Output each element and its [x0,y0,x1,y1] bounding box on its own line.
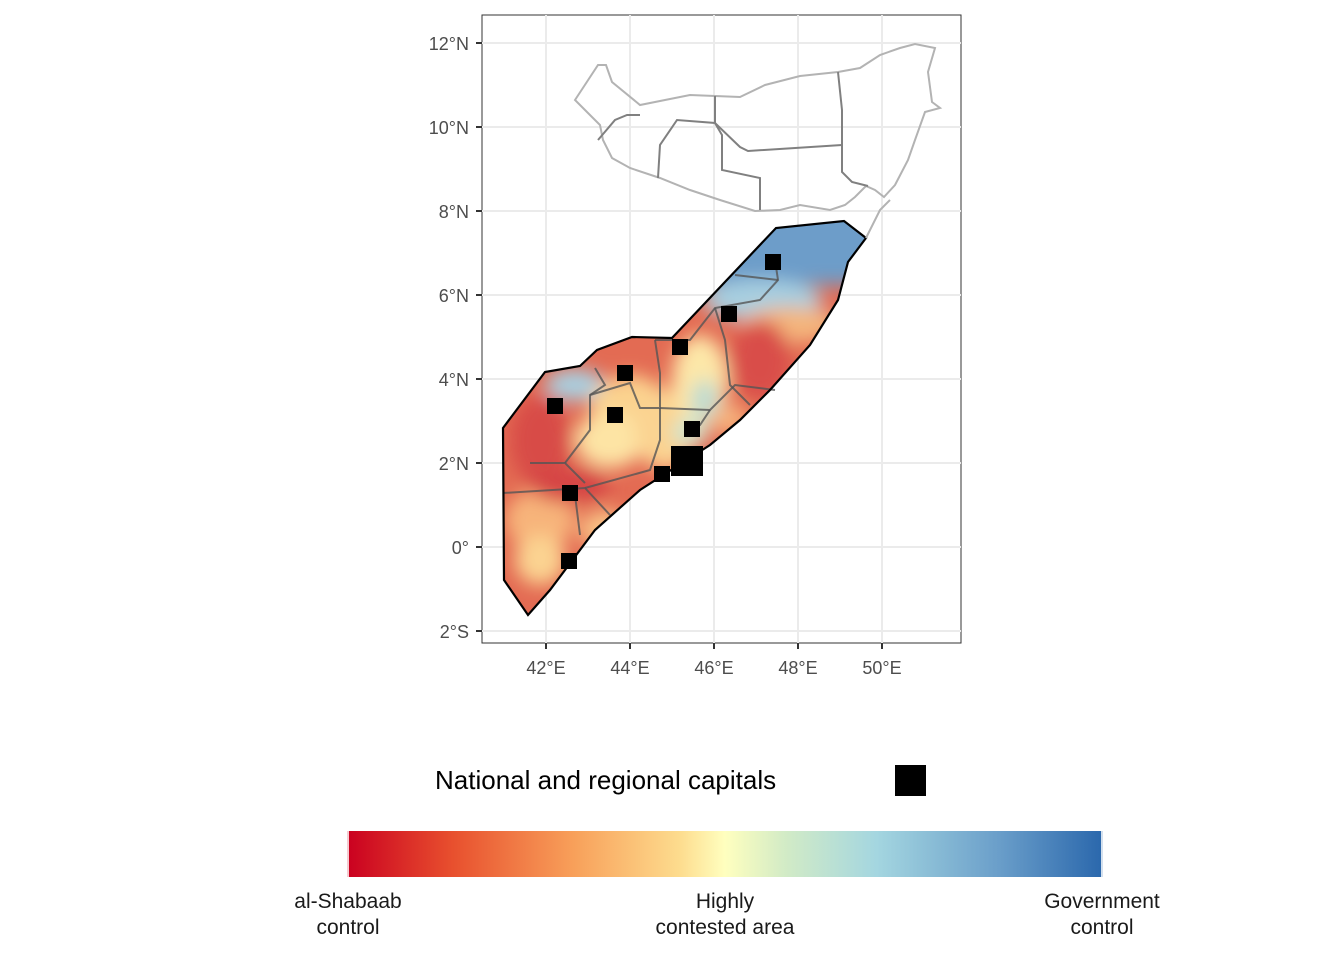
x-tick-label: 48°E [778,658,817,678]
capital-marker-large [671,446,703,476]
capital-marker [547,398,563,414]
x-tick-label: 44°E [610,658,649,678]
capital-marker [684,421,700,437]
colorbar-tick [347,831,349,877]
capital-marker [654,466,670,482]
capital-markers [547,254,781,569]
northern-regions-outline [573,42,943,213]
colorbar-label-low: al-Shabaab control [294,890,402,939]
colorbar-label-high: Government control [1044,890,1160,939]
x-tick-label: 46°E [694,658,733,678]
y-tick-label: 2°S [440,622,469,642]
legend-capitals-title: National and regional capitals [435,765,777,795]
y-axis-labels: 12°N 10°N 8°N 6°N 4°N 2°N 0° 2°S [429,34,469,642]
capital-marker [607,407,623,423]
capital-marker [561,553,577,569]
y-tick-label: 0° [452,538,469,558]
coast-connector [865,199,891,239]
axis-ticks [476,42,883,649]
colorbar-label-mid: Highly contested area [655,890,795,939]
y-tick-label: 6°N [439,286,469,306]
capital-marker [617,365,633,381]
y-tick-label: 2°N [439,454,469,474]
control-colorbar [347,831,1103,877]
legend-capital-key [895,765,926,796]
y-tick-label: 12°N [429,34,469,54]
x-axis-labels: 42°E 44°E 46°E 48°E 50°E [526,658,901,678]
x-tick-label: 42°E [526,658,565,678]
gridlines [482,15,961,643]
capital-marker [562,485,578,501]
colorbar-tick [1101,831,1103,877]
capital-marker [765,254,781,270]
y-tick-label: 10°N [429,118,469,138]
southern-outline [501,219,868,617]
capital-marker [721,306,737,322]
y-tick-label: 4°N [439,370,469,390]
capital-marker [672,339,688,355]
x-tick-label: 50°E [862,658,901,678]
y-tick-label: 8°N [439,202,469,222]
